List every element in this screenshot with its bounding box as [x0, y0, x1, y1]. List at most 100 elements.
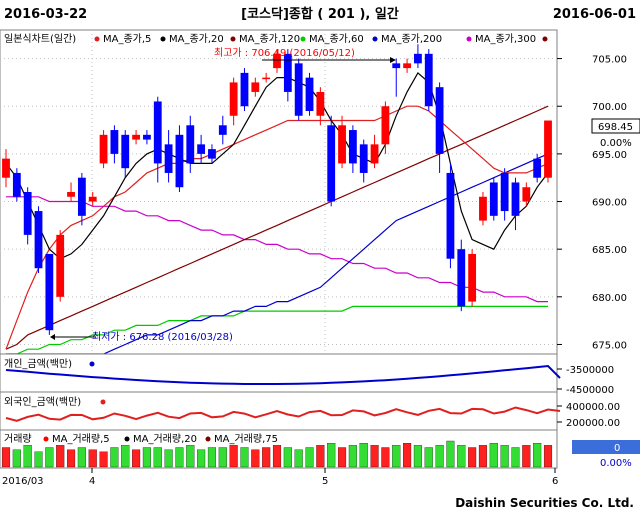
candle	[446, 163, 455, 269]
candle	[403, 58, 411, 73]
candle-body	[77, 177, 86, 216]
foreign-tick-2: 200000.00	[566, 418, 620, 429]
legend-ma300: MA_종가,300	[475, 33, 536, 45]
x-label-2: 4	[89, 476, 95, 487]
candle-body	[34, 211, 43, 269]
low-label: 최저가 : 676.28 (2016/03/28)	[92, 331, 233, 343]
individual-tick-2: -4500000	[566, 385, 614, 396]
legend-ma20-dot	[160, 36, 166, 42]
candle-body	[468, 253, 477, 302]
volume-bar	[45, 447, 54, 468]
volume-bar	[99, 451, 108, 468]
candle-body	[45, 253, 54, 331]
candle-body	[294, 63, 303, 116]
candle	[77, 172, 86, 226]
candle	[121, 130, 130, 178]
candle-body	[424, 53, 433, 107]
candle-body	[348, 130, 357, 164]
candle	[186, 115, 195, 173]
volume-change: 0.00%	[600, 458, 632, 469]
legend-ma60: MA_종가,60	[309, 33, 364, 45]
volume-bar	[348, 445, 357, 468]
candle	[424, 49, 433, 111]
candle	[370, 134, 379, 169]
candle	[359, 139, 368, 183]
candle-body	[316, 91, 325, 116]
x-label-1: 2016/03	[2, 476, 44, 487]
legend-ma200-dot	[372, 36, 378, 42]
high-annotation: 최고가 : 706.49 (2016/05/12)	[214, 47, 396, 63]
candle	[489, 177, 498, 221]
candle	[164, 130, 173, 183]
candle-body	[533, 158, 542, 178]
ma60-line	[6, 305, 548, 355]
legend-ma120-dot	[230, 36, 236, 42]
candle	[294, 58, 303, 121]
price-tick-label: 700.00	[592, 102, 627, 113]
candle-body	[2, 158, 10, 178]
candle-body	[132, 134, 140, 140]
candle	[153, 96, 162, 183]
volume-bar	[511, 447, 520, 468]
volume-bar	[413, 445, 422, 468]
candle-body	[403, 63, 411, 69]
volume-label: 거래량	[4, 433, 32, 445]
candle-body	[262, 77, 271, 80]
individual-label: 개인_금액(백만)	[4, 358, 72, 370]
legend-ma60-dot	[300, 36, 306, 42]
volume-bar	[56, 445, 65, 468]
volume-bar	[522, 445, 531, 468]
candle-body	[305, 77, 314, 111]
candle	[143, 130, 151, 145]
candle	[2, 149, 10, 188]
volume-bar	[435, 445, 444, 468]
candle	[197, 134, 206, 164]
volume-bar	[457, 445, 466, 468]
candle-body	[511, 182, 520, 216]
volume-bar	[132, 449, 141, 468]
volume-bar	[175, 447, 184, 468]
candle	[45, 253, 54, 335]
price-tick-label: 695.00	[592, 150, 627, 161]
price-tick-label: 680.00	[592, 293, 627, 304]
volume-bar	[327, 443, 336, 468]
volume-bar	[337, 447, 347, 468]
candle-body	[88, 196, 97, 202]
candle-body	[251, 82, 260, 92]
individual-line	[5, 364, 561, 385]
candle-body	[153, 101, 162, 164]
volume-ma20: MA_거래량,20	[133, 433, 197, 445]
price-tick-label: 705.00	[592, 55, 627, 66]
volume-bar	[197, 449, 206, 468]
volume-bar	[12, 449, 21, 468]
volume-bar	[77, 447, 86, 468]
volume-bar	[468, 447, 477, 468]
low-annotation: 최저가 : 676.28 (2016/03/28)	[50, 331, 233, 343]
volume-bar	[316, 445, 325, 468]
volume-bar	[500, 445, 509, 468]
candle-body	[392, 63, 401, 69]
legend-main: 일본식차트(일간)	[4, 33, 76, 45]
x-label-4: 6	[552, 476, 558, 487]
current-change: 0.00%	[600, 138, 632, 149]
candle-body	[370, 144, 379, 164]
candle	[251, 77, 260, 97]
legend: 일본식차트(일간) MA_종가,5 MA_종가,20 MA_종가,120 MA_…	[4, 33, 548, 45]
volume-bar	[370, 445, 379, 468]
volume-bar	[424, 447, 433, 468]
volume-bar	[478, 445, 488, 468]
volume-bar	[283, 447, 292, 468]
candle-body	[229, 82, 238, 116]
candle	[34, 206, 43, 273]
volume-ma75: MA_거래량,75	[214, 433, 278, 445]
candle	[273, 49, 281, 73]
price-tick-label: 690.00	[592, 198, 627, 209]
candle	[327, 115, 336, 207]
candle-body	[381, 106, 390, 145]
candle	[316, 87, 325, 126]
volume-bar	[142, 447, 151, 468]
legend-ma120: MA_종가,120	[239, 33, 300, 45]
volume-bar	[121, 445, 130, 468]
